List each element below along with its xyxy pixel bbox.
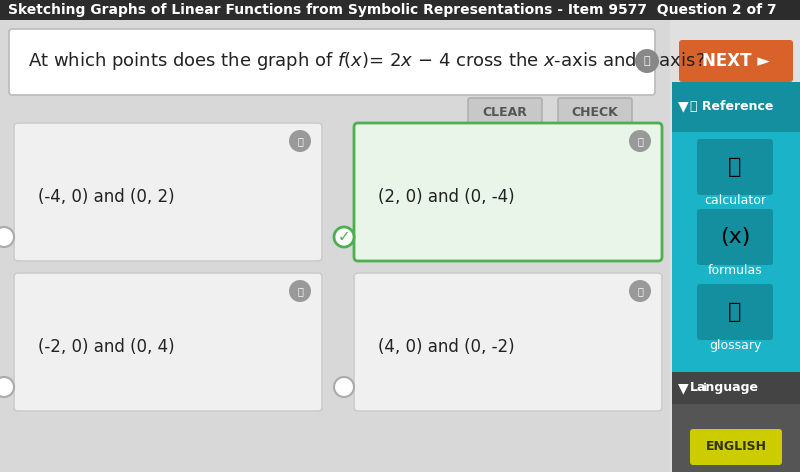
FancyBboxPatch shape [679,40,793,82]
Circle shape [334,227,354,247]
FancyBboxPatch shape [558,98,632,126]
FancyBboxPatch shape [0,0,800,20]
Text: 🔊: 🔊 [637,286,643,296]
Circle shape [635,49,659,73]
Text: Language: Language [690,381,759,395]
Text: 🔊: 🔊 [297,286,303,296]
Text: 🧮: 🧮 [728,157,742,177]
Text: (4, 0) and (0, -2): (4, 0) and (0, -2) [378,338,514,356]
FancyBboxPatch shape [14,123,322,261]
Text: NEXT ►: NEXT ► [702,52,770,70]
Text: ✓: ✓ [338,229,350,244]
FancyBboxPatch shape [9,29,655,95]
FancyBboxPatch shape [672,82,800,472]
Circle shape [334,377,354,397]
FancyBboxPatch shape [690,429,782,465]
Circle shape [289,280,311,302]
Text: (-4, 0) and (0, 2): (-4, 0) and (0, 2) [38,188,174,206]
Text: calculator: calculator [704,194,766,207]
Text: 🔊: 🔊 [297,136,303,146]
FancyBboxPatch shape [672,372,800,404]
FancyBboxPatch shape [697,139,773,195]
Circle shape [0,377,14,397]
FancyBboxPatch shape [14,273,322,411]
FancyBboxPatch shape [697,209,773,265]
Circle shape [334,227,354,247]
FancyBboxPatch shape [0,20,670,472]
Text: (2, 0) and (0, -4): (2, 0) and (0, -4) [378,188,514,206]
Text: 📋 Reference: 📋 Reference [690,100,774,112]
Circle shape [289,130,311,152]
FancyBboxPatch shape [354,123,662,261]
Circle shape [629,130,651,152]
FancyBboxPatch shape [697,284,773,340]
Text: 🔊: 🔊 [637,136,643,146]
FancyBboxPatch shape [354,273,662,411]
Text: CLEAR: CLEAR [482,106,527,118]
Text: CHECK: CHECK [572,106,618,118]
Text: 📋: 📋 [728,302,742,322]
Text: formulas: formulas [708,263,762,277]
Text: ℹ: ℹ [703,383,707,393]
Text: (-2, 0) and (0, 4): (-2, 0) and (0, 4) [38,338,174,356]
Text: Sketching Graphs of Linear Functions from Symbolic Representations - Item 9577  : Sketching Graphs of Linear Functions fro… [8,3,777,17]
FancyBboxPatch shape [672,82,800,132]
Text: (x): (x) [720,227,750,247]
Text: ENGLISH: ENGLISH [706,440,766,454]
Text: 🔊: 🔊 [644,56,650,66]
Circle shape [629,280,651,302]
Circle shape [0,227,14,247]
Text: ▼: ▼ [678,99,689,113]
FancyBboxPatch shape [672,372,800,472]
Text: glossary: glossary [709,338,761,352]
Text: ▼: ▼ [678,381,689,395]
FancyBboxPatch shape [468,98,542,126]
Text: At which points does the graph of $f(x)$= $2x$ $-$ 4 cross the $x$-axis and $y$-: At which points does the graph of $f(x)$… [28,50,706,72]
